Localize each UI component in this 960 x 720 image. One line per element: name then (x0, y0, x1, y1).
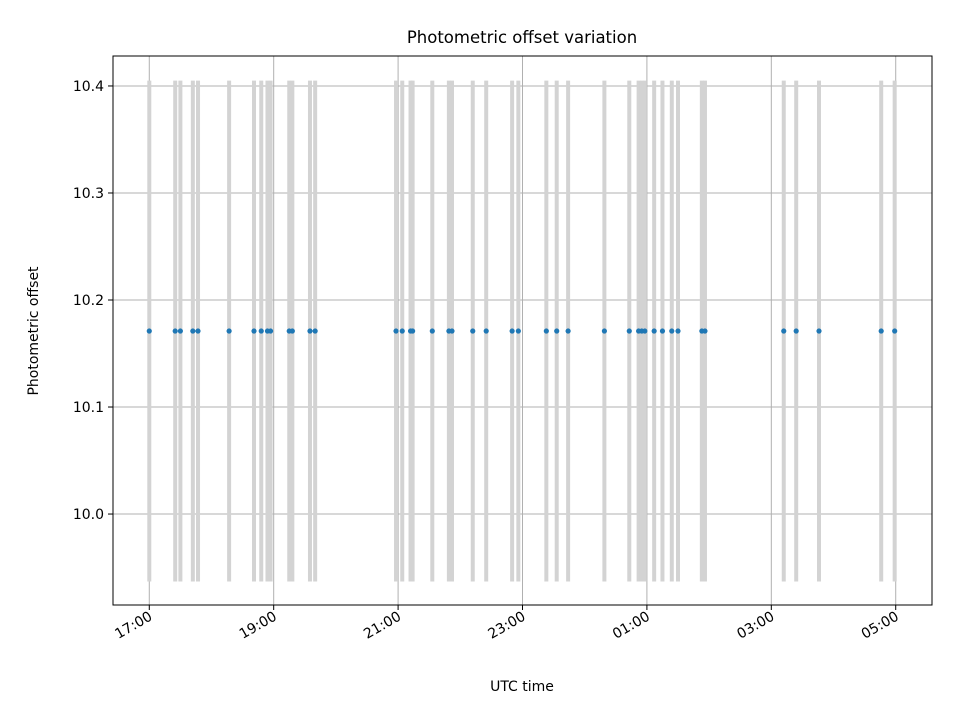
data-point (659, 328, 666, 334)
data-point (172, 328, 178, 334)
data-point (669, 328, 675, 334)
data-point (429, 328, 435, 334)
data-point (601, 328, 608, 334)
data-point (878, 328, 884, 334)
data-point (251, 328, 257, 334)
chart-title: Photometric offset variation (407, 28, 637, 47)
data-point (675, 328, 681, 334)
data-point (626, 328, 632, 334)
data-point (781, 328, 787, 334)
data-point (515, 328, 521, 334)
x-axis-label: UTC time (490, 679, 554, 695)
y-tick-label: 10.2 (73, 293, 104, 309)
data-point (543, 328, 549, 334)
data-point (642, 328, 648, 334)
data-point (393, 328, 399, 334)
tick-marks (108, 85, 897, 610)
y-tick-label: 10.1 (73, 400, 104, 416)
y-tick-label: 10.0 (73, 507, 104, 523)
data-point (554, 328, 560, 334)
data-point (892, 328, 898, 334)
data-point (190, 328, 196, 334)
data-point (258, 328, 264, 334)
data-point (410, 328, 416, 334)
data-point (312, 328, 318, 334)
y-tick-label: 10.3 (73, 186, 104, 202)
data-point (267, 328, 274, 334)
data-point (470, 328, 476, 334)
data-point (651, 328, 657, 334)
data-point (146, 328, 152, 334)
y-axis-label: Photometric offset (26, 266, 42, 396)
data-point (483, 328, 489, 334)
data-point (399, 328, 405, 334)
data-point (793, 328, 799, 334)
data-point (226, 328, 232, 334)
data-point (289, 328, 295, 334)
data-point (449, 328, 455, 334)
data-point (509, 328, 515, 334)
data-point (565, 328, 571, 334)
data-point (307, 328, 313, 334)
data-point (177, 328, 183, 334)
data-point (195, 328, 201, 334)
data-point (816, 328, 822, 334)
data-point (702, 328, 708, 334)
data-points (146, 328, 898, 334)
y-tick-label: 10.4 (73, 79, 104, 95)
